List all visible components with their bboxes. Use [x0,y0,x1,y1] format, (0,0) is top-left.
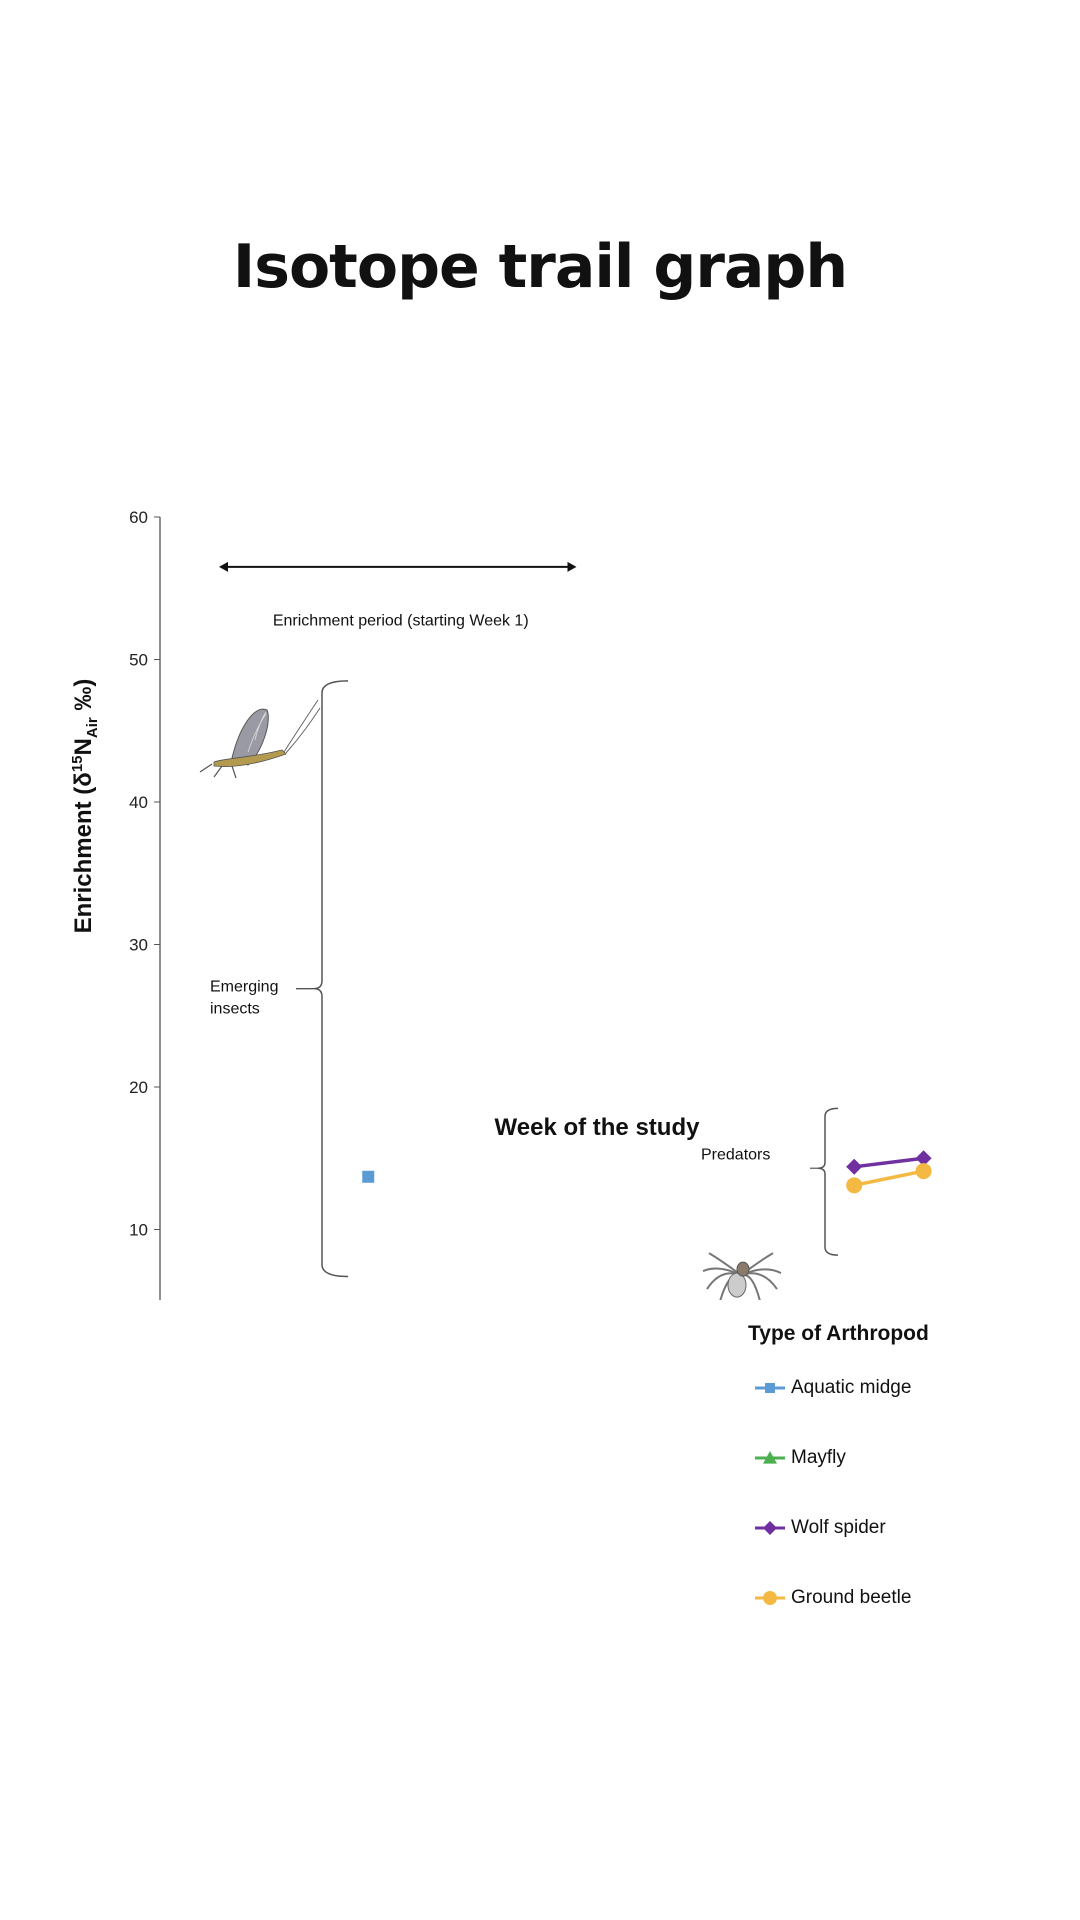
legend-item: Ground beetle [753,1587,911,1609]
emerging-insects-label-2: insects [210,1001,260,1018]
legend-item: Wolf spider [753,1517,886,1539]
y-tick-label: 10 [129,1221,148,1240]
y-tick-label: 30 [129,936,148,955]
chart: 01234567891011120102030405060 Enrichment… [69,508,932,1300]
legend-circle-icon [755,1591,785,1605]
legend-marker [765,1383,775,1393]
emerging-insects-label-1: Emerging [210,979,278,996]
series-aquatic-midge [362,1170,375,1183]
data-point [846,1158,863,1175]
legend-square-icon [755,1383,785,1393]
legend-marker [763,1451,777,1464]
mayfly-tails [283,699,321,754]
legend-label: Aquatic midge [791,1377,912,1398]
mayfly-body [213,749,287,767]
arrowhead-left [219,561,229,572]
spider-abdomen [727,1272,747,1298]
legend-title: Type of Arthropod [748,1322,929,1345]
annotations: Enrichment period (starting Week 1) Emerg… [199,561,839,1300]
y-tick-label: 50 [129,651,148,670]
y-tick-label: 40 [129,793,148,812]
series-line [853,1156,924,1169]
data-point [915,1150,932,1167]
mayfly-illustration [199,699,321,779]
emerging-insects-brace [313,680,349,1278]
legend-item: Aquatic midge [753,1377,911,1399]
legend-label: Wolf spider [791,1517,886,1538]
series-wolf-spider [846,1150,932,1175]
legend-label: Ground beetle [791,1587,912,1608]
spider-illustration [702,1252,782,1300]
series-marks [362,1150,932,1194]
page-title: Isotope trail graph [232,232,848,302]
legend-diamond-icon [755,1521,785,1535]
y-tick-label: 60 [129,508,148,527]
series-ground-beetle [846,1163,932,1194]
predators-label: Predators [701,1147,770,1164]
legend-triangle-icon [755,1451,785,1464]
legend-marker [763,1521,777,1535]
y-axis-label: Enrichment (δ15NAir ‰) [69,679,101,934]
legend-marker [763,1591,777,1605]
x-axis-label: Week of the study [495,1114,701,1141]
y-tick-label: 20 [129,1078,148,1097]
data-point [362,1170,375,1183]
predators-brace [817,1107,839,1256]
axes: 01234567891011120102030405060 [129,508,161,1300]
enrichment-period-label: Enrichment period (starting Week 1) [273,612,529,629]
legend-label: Mayfly [791,1447,846,1468]
legend-item: Mayfly [753,1447,846,1469]
arrowhead-right [567,561,577,572]
legend: Type of Arthropod Aquatic midge Mayfly Wol… [745,1322,929,1608]
series-line [853,1169,924,1188]
data-point [915,1163,932,1180]
spider-head [736,1261,750,1277]
data-point [846,1177,863,1194]
